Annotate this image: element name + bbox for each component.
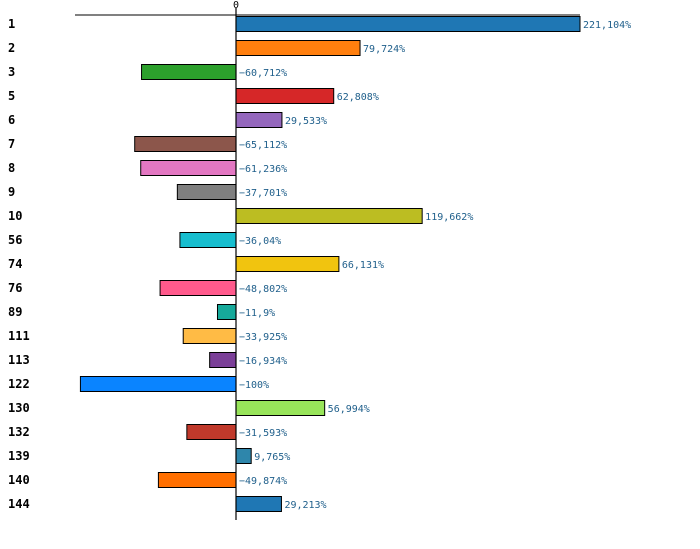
bar-113 xyxy=(209,352,237,368)
value-label-113: −16,934% xyxy=(239,356,287,367)
category-label-5: 5 xyxy=(8,89,15,103)
value-label-9: −37,701% xyxy=(239,188,287,199)
category-label-9: 9 xyxy=(8,185,15,199)
category-label-122: 122 xyxy=(8,377,30,391)
value-label-130: 56,994% xyxy=(328,404,370,415)
value-label-7: −65,112% xyxy=(239,140,287,151)
value-label-1: 221,104% xyxy=(583,20,631,31)
category-label-2: 2 xyxy=(8,41,15,55)
category-label-140: 140 xyxy=(8,473,30,487)
category-label-132: 132 xyxy=(8,425,30,439)
bar-89 xyxy=(216,304,237,320)
category-label-8: 8 xyxy=(8,161,15,175)
category-label-7: 7 xyxy=(8,137,15,151)
category-label-74: 74 xyxy=(8,257,22,271)
bar-5 xyxy=(235,88,335,104)
category-label-6: 6 xyxy=(8,113,15,127)
value-label-132: −31,593% xyxy=(239,428,287,439)
category-label-139: 139 xyxy=(8,449,30,463)
bars-group: 1 221,104% 2 79,724% 3 −60,712% 5 62,808% 6 29,53… xyxy=(8,16,631,512)
bar-140 xyxy=(157,472,237,488)
bar-1 xyxy=(235,16,581,32)
category-label-1: 1 xyxy=(8,17,15,31)
value-label-74: 66,131% xyxy=(342,260,384,271)
bar-74 xyxy=(235,256,340,272)
bar-130 xyxy=(235,400,326,416)
value-label-8: −61,236% xyxy=(239,164,287,175)
value-label-144: 29,213% xyxy=(284,500,326,511)
value-label-6: 29,533% xyxy=(285,116,327,127)
bar-144 xyxy=(235,496,282,512)
bar-2 xyxy=(235,40,361,56)
bar-9 xyxy=(176,184,237,200)
bar-3 xyxy=(141,64,237,80)
value-label-111: −33,925% xyxy=(239,332,287,343)
bar-139 xyxy=(235,448,252,464)
bar-76 xyxy=(159,280,237,296)
bar-111 xyxy=(182,328,237,344)
bar-10 xyxy=(235,208,423,224)
category-label-113: 113 xyxy=(8,353,30,367)
value-label-10: 119,662% xyxy=(425,212,473,223)
value-label-2: 79,724% xyxy=(363,44,405,55)
bar-7 xyxy=(134,136,237,152)
category-label-10: 10 xyxy=(8,209,22,223)
bar-56 xyxy=(179,232,237,248)
category-label-76: 76 xyxy=(8,281,22,295)
value-label-5: 62,808% xyxy=(337,92,379,103)
category-label-89: 89 xyxy=(8,305,22,319)
category-label-111: 111 xyxy=(8,329,30,343)
category-label-144: 144 xyxy=(8,497,30,511)
bar-132 xyxy=(186,424,237,440)
bar-8 xyxy=(140,160,237,176)
value-label-122: −100% xyxy=(239,380,269,391)
value-label-76: −48,802% xyxy=(239,284,287,295)
value-label-89: −11,9% xyxy=(239,308,275,319)
zero-tick-label: 0 xyxy=(233,0,239,11)
category-label-3: 3 xyxy=(8,65,15,79)
bar-122 xyxy=(79,376,237,392)
value-label-140: −49,874% xyxy=(239,476,287,487)
value-label-139: 9,765% xyxy=(254,452,290,463)
value-label-3: −60,712% xyxy=(239,68,287,79)
category-label-130: 130 xyxy=(8,401,30,415)
value-label-56: −36,04% xyxy=(239,236,281,247)
category-label-56: 56 xyxy=(8,233,22,247)
bar-6 xyxy=(235,112,283,128)
